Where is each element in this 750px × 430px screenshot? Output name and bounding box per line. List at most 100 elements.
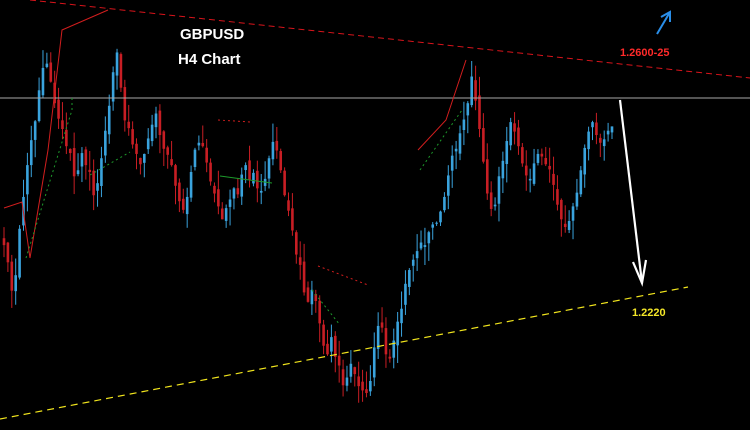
- candle-body: [18, 228, 21, 278]
- candle-body: [431, 224, 435, 228]
- candle: [513, 112, 516, 145]
- candle-body: [107, 105, 111, 135]
- candle-body: [213, 185, 216, 194]
- candle-body: [602, 139, 606, 147]
- candle-body: [41, 67, 45, 96]
- candle: [330, 324, 333, 363]
- candle: [306, 281, 310, 303]
- candle-body: [178, 182, 181, 202]
- candle: [178, 178, 181, 213]
- candle: [279, 148, 283, 173]
- symbol-title: GBPUSD: [180, 26, 245, 43]
- candle-body: [189, 172, 193, 198]
- candle-body: [154, 113, 158, 128]
- candle: [419, 230, 423, 251]
- candle: [599, 133, 602, 158]
- candle-body: [505, 141, 509, 164]
- candle-body: [232, 188, 236, 199]
- candle: [295, 230, 298, 264]
- candle-body: [369, 380, 372, 392]
- candle-body: [267, 158, 271, 179]
- candle-body: [478, 95, 481, 129]
- candle: [80, 147, 84, 183]
- candle-body: [423, 245, 427, 247]
- candle-body: [127, 121, 131, 129]
- candle-body: [123, 87, 127, 121]
- candle: [493, 197, 497, 211]
- candle-body: [591, 122, 594, 128]
- candle-body: [610, 126, 614, 133]
- candle-body: [45, 63, 49, 67]
- support-trendline: [0, 286, 689, 420]
- candle: [462, 101, 466, 146]
- candle-body: [470, 76, 473, 106]
- candle-body: [353, 367, 357, 375]
- candle-body: [376, 325, 380, 349]
- candle-body: [100, 158, 103, 186]
- candle: [189, 165, 193, 202]
- swing-down-line: [217, 119, 251, 123]
- candle-body: [443, 196, 446, 211]
- candle-body: [544, 157, 548, 165]
- candle-body: [411, 259, 415, 266]
- candle-body: [587, 131, 590, 150]
- candle-body: [435, 222, 438, 224]
- candle-body: [583, 147, 587, 175]
- candle: [482, 113, 485, 164]
- candle-body: [170, 159, 173, 166]
- swing-down-line: [3, 201, 31, 259]
- candle-body: [458, 133, 462, 154]
- candle: [201, 125, 205, 148]
- candle-body: [524, 165, 528, 176]
- swing-up-line: [89, 151, 131, 176]
- candle: [447, 165, 450, 210]
- candle-body: [404, 283, 407, 305]
- candle-body: [540, 153, 544, 157]
- candle: [365, 371, 368, 398]
- candle-body: [556, 189, 559, 205]
- candle-body: [447, 175, 450, 196]
- candle-body: [493, 204, 497, 207]
- candle-body: [415, 251, 419, 259]
- candle-body: [318, 300, 321, 324]
- candle-body: [450, 155, 454, 171]
- candle-body: [560, 199, 563, 220]
- candle-body: [489, 192, 493, 209]
- candle: [96, 169, 99, 207]
- candle: [158, 104, 162, 154]
- candle: [68, 148, 72, 161]
- candle: [595, 112, 598, 145]
- candle: [474, 65, 477, 111]
- candle-body: [306, 287, 310, 302]
- candle-body: [88, 169, 92, 172]
- candle: [563, 205, 567, 233]
- candle: [65, 112, 68, 155]
- candle: [435, 221, 438, 226]
- candle: [213, 182, 216, 203]
- candle-body: [322, 324, 325, 346]
- candle-body: [29, 140, 33, 166]
- candle: [49, 52, 53, 83]
- candle-body: [575, 192, 579, 207]
- candle: [259, 173, 263, 205]
- candle: [326, 329, 329, 356]
- candle: [181, 188, 185, 214]
- candle-body: [606, 130, 610, 135]
- candle-body: [466, 103, 470, 116]
- timeframe-title: H4 Chart: [178, 51, 241, 68]
- candle: [610, 126, 614, 140]
- candles-layer: [2, 48, 614, 403]
- candle-body: [68, 148, 72, 154]
- candle: [536, 149, 540, 166]
- candle: [135, 138, 138, 170]
- candle: [92, 159, 95, 211]
- candle: [571, 202, 575, 240]
- candle: [404, 270, 407, 315]
- candle-body: [6, 242, 10, 263]
- candle-body: [513, 123, 516, 132]
- candle-body: [283, 170, 286, 196]
- candle-body: [314, 294, 318, 301]
- candle-body: [57, 99, 60, 119]
- candle: [154, 106, 158, 139]
- candle-body: [271, 141, 275, 160]
